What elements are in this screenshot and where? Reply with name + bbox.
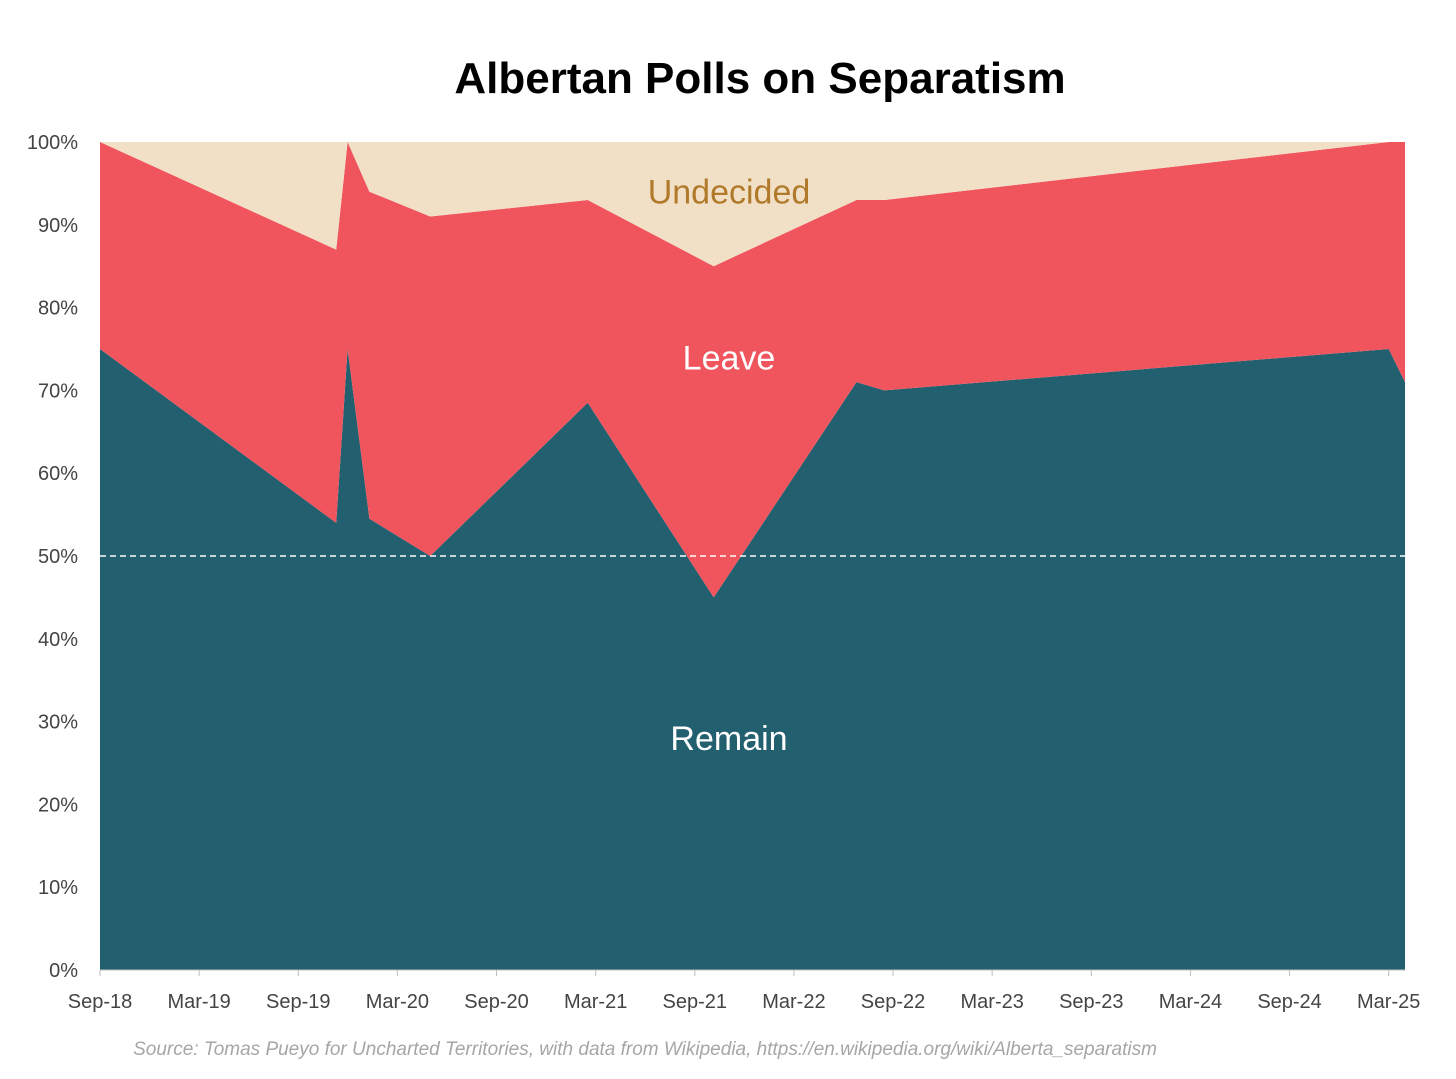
y-tick-label: 30% (38, 712, 78, 734)
y-tick-label: 100% (27, 132, 78, 154)
area-leave (100, 142, 1405, 598)
series-labels: Remain Leave Undecided (648, 174, 811, 758)
x-tick-label: Sep-20 (464, 991, 529, 1013)
x-tick-label: Sep-18 (68, 991, 133, 1013)
x-tick-label: Sep-23 (1059, 991, 1124, 1013)
y-tick-label: 10% (38, 877, 78, 899)
y-tick-label: 90% (38, 215, 78, 237)
x-tick-label: Mar-24 (1159, 991, 1222, 1013)
y-tick-label: 70% (38, 380, 78, 402)
x-tick-label: Mar-23 (961, 991, 1024, 1013)
chart-title: Albertan Polls on Separatism (454, 54, 1065, 103)
x-tick-label: Mar-20 (366, 991, 429, 1013)
plot-areas (100, 142, 1405, 970)
source-note: Source: Tomas Pueyo for Uncharted Territ… (133, 1039, 1157, 1060)
x-tick-label: Mar-19 (167, 991, 230, 1013)
x-tick-label: Sep-19 (266, 991, 331, 1013)
x-tick-label: Mar-25 (1357, 991, 1420, 1013)
x-tick-label: Mar-22 (762, 991, 825, 1013)
x-tick-label: Sep-21 (663, 991, 728, 1013)
area-undecided (100, 142, 1405, 267)
series-label-remain: Remain (670, 720, 787, 758)
y-tick-label: 20% (38, 794, 78, 816)
y-tick-label: 50% (38, 546, 78, 568)
x-tick-label: Sep-22 (861, 991, 926, 1013)
x-tick-label: Mar-21 (564, 991, 627, 1013)
y-tick-label: 80% (38, 298, 78, 320)
y-tick-label: 0% (49, 960, 78, 982)
y-tick-label: 60% (38, 463, 78, 485)
y-axis: 0% 10% 20% 30% 40% 50% 60% 70% 80% 90% 100% (27, 132, 78, 982)
y-tick-label: 40% (38, 629, 78, 651)
x-axis: Sep-18 Mar-19 Sep-19 Mar-20 Sep-20 Mar-21 Sep-… (68, 969, 1420, 1013)
x-tick-label: Sep-24 (1257, 991, 1322, 1013)
series-label-undecided: Undecided (648, 174, 811, 212)
area-remain (100, 349, 1405, 970)
series-label-leave: Leave (683, 339, 776, 377)
